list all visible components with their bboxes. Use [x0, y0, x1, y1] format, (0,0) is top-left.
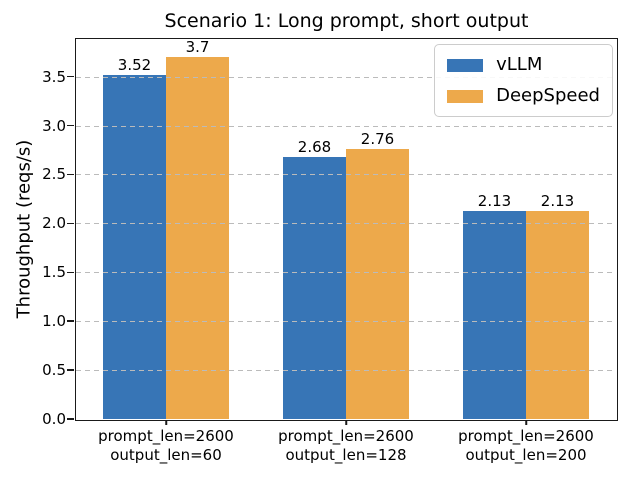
- chart-title: Scenario 1: Long prompt, short output: [164, 10, 529, 32]
- y-tick-mark: [67, 173, 74, 176]
- y-tick-label: 0.5: [42, 361, 66, 380]
- y-tick-label: 0.0: [42, 410, 66, 428]
- legend-entry: vLLM: [447, 54, 600, 76]
- y-tick-mark: [67, 75, 74, 78]
- bar-vllm: [103, 74, 166, 419]
- y-tick-mark: [67, 222, 74, 225]
- bar-vllm: [463, 210, 526, 419]
- vllm-color-swatch: [447, 58, 484, 72]
- bar-deepspeed: [346, 149, 409, 419]
- x-tick-mark: [165, 420, 167, 425]
- gridline: [76, 223, 616, 225]
- bar-value-label: 3.7: [185, 38, 210, 57]
- x-tick-label: prompt_len=2600 output_len=60: [98, 427, 234, 464]
- legend-label: DeepSpeed: [496, 85, 600, 106]
- bar-value-label: 2.13: [540, 191, 575, 210]
- y-tick-label: 3.0: [42, 116, 66, 135]
- y-axis-label: Throughput (reqs/s): [13, 139, 35, 319]
- plot-area: vLLM DeepSpeed 0.0 0.5 1.0 1.5 2.0 2.5 3.0 3.5 pr…: [42, 38, 618, 464]
- gridline: [76, 272, 616, 274]
- x-tick-label: prompt_len=2600 output_len=200: [458, 427, 594, 464]
- bar-deepspeed: [526, 210, 589, 419]
- bar-value-label: 2.13: [477, 191, 512, 210]
- gridline: [76, 174, 616, 176]
- x-tick-label: prompt_len=2600 output_len=128: [278, 427, 414, 464]
- y-tick-mark: [67, 124, 74, 127]
- y-tick-label: 1.0: [42, 312, 66, 331]
- bar-deepspeed: [166, 57, 229, 419]
- gridline: [76, 76, 616, 78]
- y-tick-mark: [67, 271, 74, 274]
- x-tick-mark: [525, 420, 527, 425]
- legend-label: vLLM: [496, 54, 543, 75]
- bar-vllm: [283, 156, 346, 419]
- y-tick-label: 1.5: [42, 263, 66, 282]
- y-tick-mark: [67, 369, 74, 371]
- gridline: [76, 370, 616, 372]
- deepspeed-color-swatch: [447, 89, 484, 103]
- y-tick-label: 2.0: [42, 214, 66, 233]
- gridline: [76, 125, 616, 127]
- y-tick-mark: [67, 418, 74, 420]
- y-tick-label: 3.5: [42, 67, 66, 86]
- y-tick-mark: [67, 320, 74, 322]
- bar-value-label: 2.68: [297, 137, 332, 156]
- bar-value-label: 2.76: [360, 130, 395, 149]
- legend: vLLM DeepSpeed: [434, 44, 613, 117]
- y-tick-label: 2.5: [42, 165, 66, 184]
- bar-value-label: 3.52: [117, 55, 152, 74]
- x-tick-mark: [345, 420, 347, 425]
- legend-entry: DeepSpeed: [447, 85, 600, 107]
- gridline: [76, 321, 616, 323]
